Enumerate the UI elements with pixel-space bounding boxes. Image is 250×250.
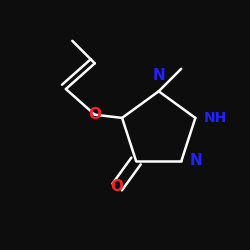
Text: N: N	[152, 68, 165, 83]
Text: O: O	[88, 107, 101, 122]
Text: O: O	[111, 180, 124, 194]
Text: NH: NH	[204, 111, 227, 125]
Text: N: N	[190, 154, 202, 168]
